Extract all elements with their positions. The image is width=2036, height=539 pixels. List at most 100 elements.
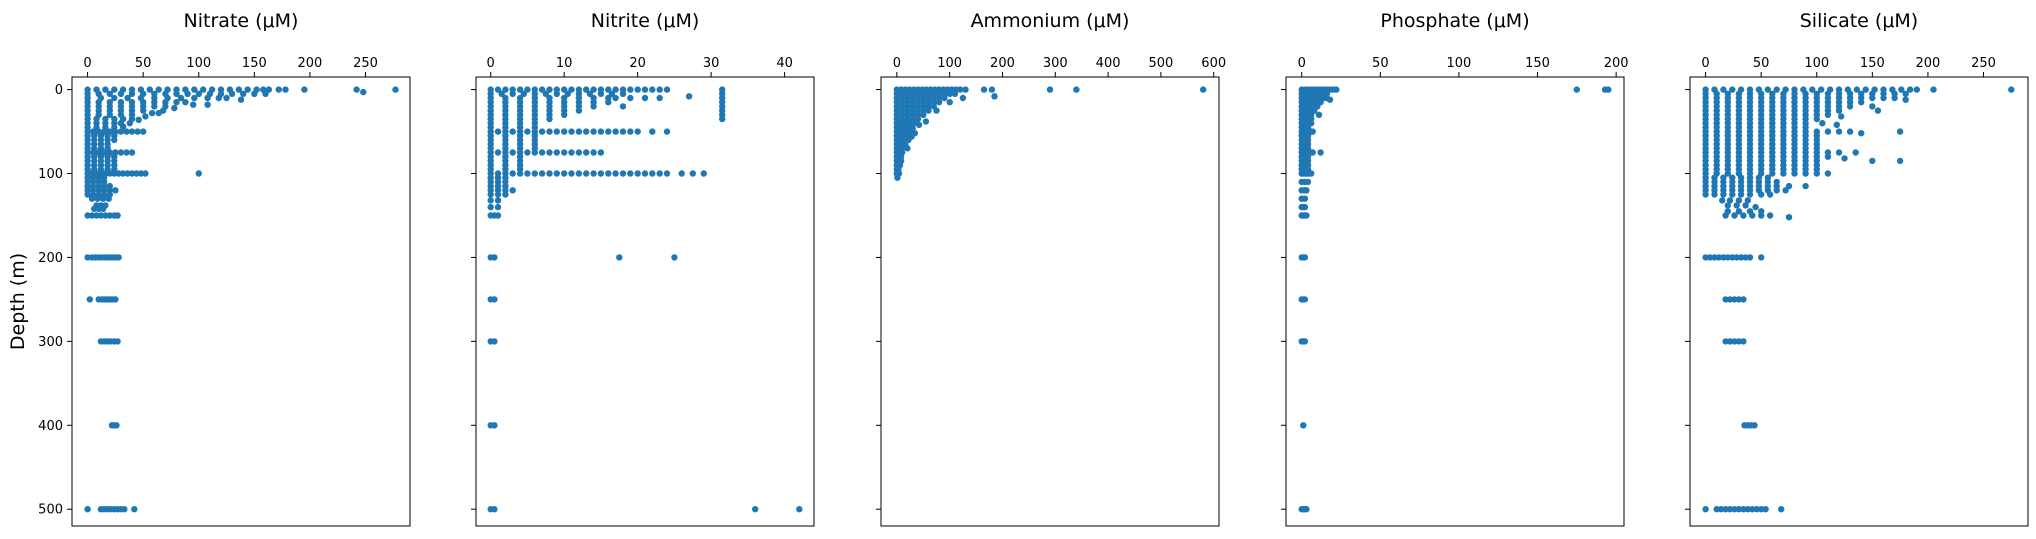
data-point (546, 128, 553, 135)
axes-frame (71, 76, 411, 527)
data-point (117, 149, 125, 156)
panel-4: Phosphate (μM) 0 50 100 150 200 (1281, 10, 1629, 527)
data-point (491, 422, 498, 429)
data-point (102, 212, 109, 219)
data-point (590, 86, 597, 93)
data-point (1913, 86, 1921, 93)
data-point (1702, 191, 1709, 198)
data-point (117, 120, 125, 127)
data-point (114, 338, 121, 345)
data-point (1308, 170, 1315, 177)
data-point (1702, 506, 1709, 513)
data-point (583, 170, 590, 177)
data-point (685, 93, 693, 100)
data-point (509, 128, 516, 135)
data-point (1758, 212, 1765, 219)
data-point (1326, 96, 1334, 103)
data-point (1746, 191, 1754, 198)
data-point (124, 170, 131, 177)
data-point (1809, 86, 1816, 93)
data-point (991, 93, 998, 100)
data-point (656, 86, 663, 93)
data-point (531, 149, 538, 156)
data-point (1722, 212, 1729, 219)
data-point (1858, 130, 1865, 137)
data-point (494, 86, 502, 93)
data-point (1824, 170, 1832, 177)
data-point (1824, 128, 1832, 135)
data-point (910, 120, 917, 127)
data-point (200, 86, 207, 93)
data-point (1605, 86, 1612, 93)
data-point (1802, 182, 1809, 190)
axes-frame (880, 76, 1220, 527)
data-point (112, 187, 119, 194)
data-point (491, 506, 498, 513)
data-point (561, 170, 568, 177)
data-point (140, 107, 147, 114)
data-point (946, 90, 953, 98)
data-point (142, 113, 149, 120)
data-point (1713, 506, 1720, 513)
data-point (112, 296, 119, 303)
data-point (173, 99, 180, 106)
data-point (184, 90, 191, 98)
data-point (487, 203, 494, 211)
data-point (88, 212, 96, 219)
x-tick-label: 40 (776, 56, 793, 71)
data-point (128, 90, 136, 98)
data-point (237, 96, 245, 103)
data-point (1835, 149, 1843, 156)
data-point (1902, 96, 1909, 103)
data-point (1902, 90, 1909, 98)
data-point (612, 170, 619, 177)
data-point (1769, 170, 1776, 177)
y-tick-label: 400 (38, 419, 63, 434)
data-point (1724, 202, 1732, 209)
data-point (700, 170, 707, 177)
data-point (84, 506, 91, 513)
data-point (590, 170, 597, 177)
data-point (538, 128, 546, 135)
data-point (641, 86, 649, 93)
data-point (752, 506, 759, 513)
data-point (1766, 191, 1774, 198)
data-point (575, 170, 583, 177)
data-point (671, 254, 678, 261)
axes-frame (475, 76, 815, 527)
data-point (546, 86, 553, 93)
x-tick-label: 0 (83, 56, 91, 71)
data-point (1304, 178, 1312, 186)
panel-title: Phosphate (μM) (1380, 10, 1529, 32)
data-point (251, 90, 258, 98)
data-point (962, 86, 969, 93)
data-point (509, 170, 516, 177)
data-point (1733, 202, 1740, 209)
data-point (1317, 149, 1324, 156)
data-point (114, 212, 121, 219)
data-point (1869, 94, 1876, 102)
data-point (1858, 99, 1865, 106)
data-point (97, 212, 105, 219)
data-point (171, 104, 178, 112)
data-point (494, 212, 502, 219)
data-point (84, 212, 91, 219)
data-point (1309, 149, 1316, 156)
data-point (1711, 191, 1718, 198)
data-point (111, 170, 118, 177)
data-point (1303, 506, 1310, 513)
data-point (1733, 254, 1740, 261)
data-point (1898, 86, 1905, 93)
data-point (980, 86, 988, 93)
data-point (128, 149, 136, 156)
data-point (1711, 254, 1718, 261)
data-point (135, 116, 142, 124)
data-point (719, 115, 726, 123)
data-point (1719, 197, 1726, 204)
data-point (494, 203, 502, 211)
data-point (123, 149, 130, 156)
data-point (487, 191, 494, 198)
data-point (155, 86, 162, 93)
axes-frame (1689, 76, 2029, 527)
panel-5: Silicate (μM) 0 50 100 150 200 250 (1685, 10, 2029, 527)
